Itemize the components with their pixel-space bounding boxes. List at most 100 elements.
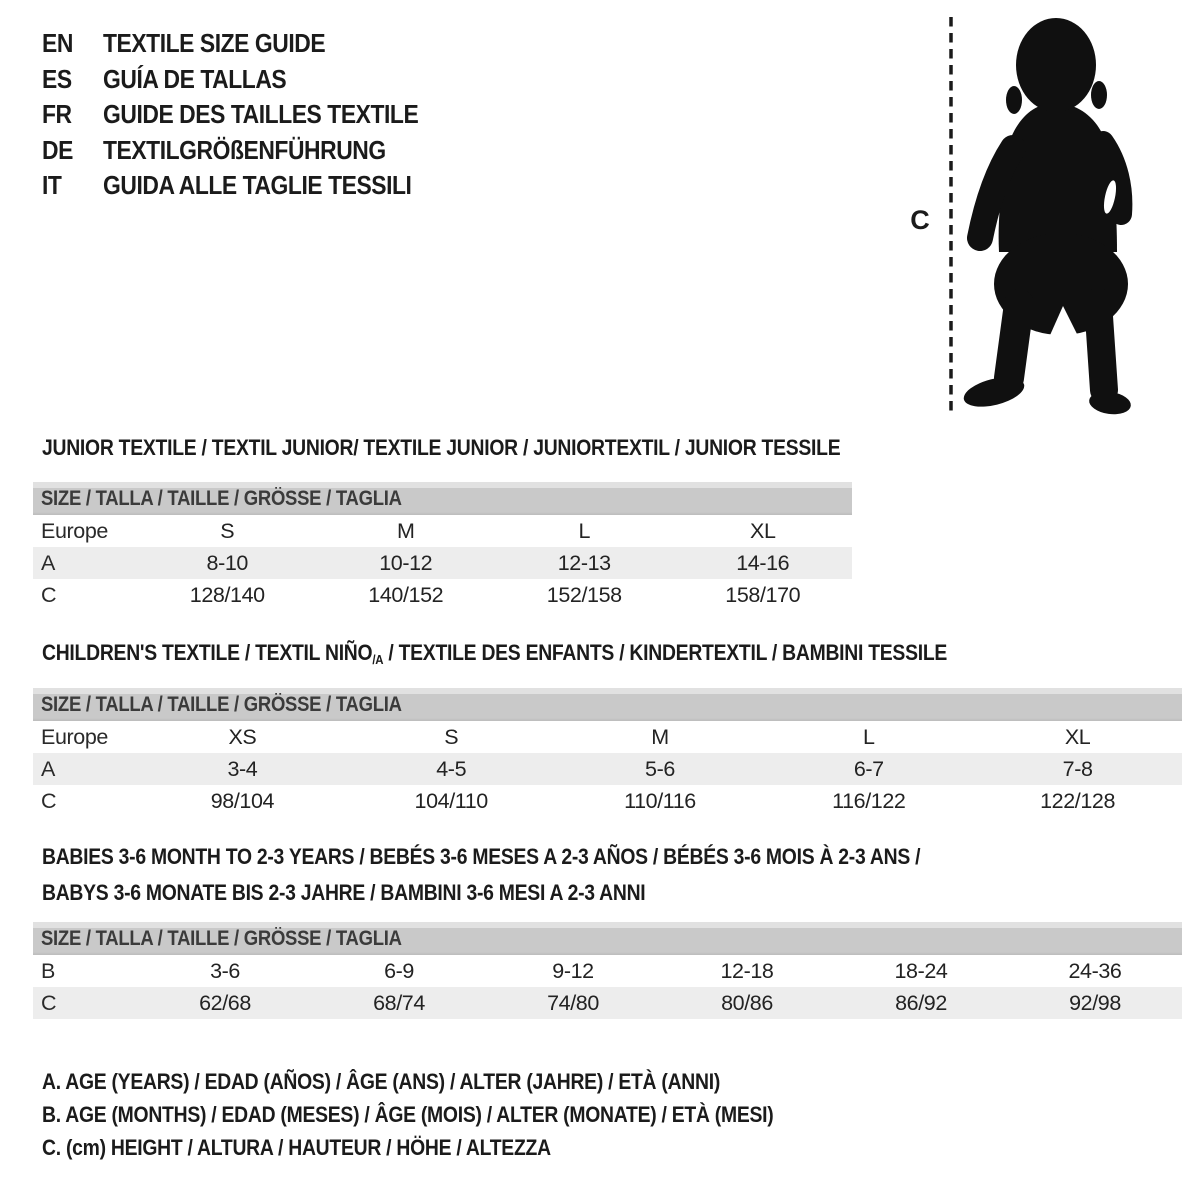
size-cell: XL bbox=[973, 721, 1182, 753]
language-code-text: FR bbox=[42, 99, 72, 130]
row-label: B bbox=[33, 955, 138, 987]
language-title-text: GUIDA ALLE TAGLIE TESSILI bbox=[103, 170, 412, 201]
size-cell: 128/140 bbox=[138, 579, 317, 611]
size-cell: 5-6 bbox=[555, 753, 765, 785]
size-header-text: SIZE / TALLA / TAILLE / GRÖSSE / TAGLIA bbox=[41, 486, 402, 510]
language-code: DE bbox=[42, 135, 103, 166]
size-header-band: SIZE / TALLA / TAILLE / GRÖSSE / TAGLIA bbox=[33, 922, 1182, 955]
size-cell: 8-10 bbox=[138, 547, 317, 579]
row-label: C bbox=[33, 987, 138, 1019]
size-header-band: SIZE / TALLA / TAILLE / GRÖSSE / TAGLIA bbox=[33, 688, 1182, 721]
language-code-text: IT bbox=[42, 170, 62, 201]
language-code-text: EN bbox=[42, 28, 73, 59]
junior-section-title: JUNIOR TEXTILE / TEXTIL JUNIOR/ TEXTILE … bbox=[42, 436, 949, 460]
language-title-text: TEXTILGRÖßENFÜHRUNG bbox=[103, 134, 386, 165]
size-header-text: SIZE / TALLA / TAILLE / GRÖSSE / TAGLIA bbox=[41, 926, 402, 950]
language-guide: EN TEXTILE SIZE GUIDE ES GUÍA DE TALLAS … bbox=[42, 26, 461, 204]
size-cell: XL bbox=[673, 515, 852, 547]
language-code: ES bbox=[42, 64, 103, 95]
table-row-height-cm: C 98/104 104/110 110/116 116/122 122/128 bbox=[33, 785, 1182, 817]
language-title-text: GUIDE DES TAILLES TEXTILE bbox=[103, 99, 419, 130]
size-cell: 3-4 bbox=[138, 753, 347, 785]
babies-section-title-line2: BABYS 3-6 MONATE BIS 2-3 JAHRE / BAMBINI… bbox=[42, 881, 728, 905]
size-cell: 152/158 bbox=[495, 579, 674, 611]
legend-line-a: A. AGE (YEARS) / EDAD (AÑOS) / ÂGE (ANS)… bbox=[42, 1069, 873, 1102]
language-title: GUIDE DES TAILLES TEXTILE bbox=[103, 99, 461, 130]
size-cell: 14-16 bbox=[673, 547, 852, 579]
size-cell: S bbox=[346, 721, 556, 753]
size-cell: 12-13 bbox=[495, 547, 674, 579]
language-row-en: EN TEXTILE SIZE GUIDE bbox=[42, 26, 461, 62]
size-cell: 74/80 bbox=[486, 987, 660, 1019]
legend-line-b: B. AGE (MONTHS) / EDAD (MESES) / ÂGE (MO… bbox=[42, 1102, 873, 1135]
language-code-text: ES bbox=[42, 63, 72, 94]
children-title-suffix: / TEXTILE DES ENFANTS / KINDERTEXTIL / B… bbox=[383, 640, 948, 665]
row-label: A bbox=[33, 753, 138, 785]
children-title-prefix: CHILDREN'S TEXTILE / TEXTIL NIÑO bbox=[42, 640, 373, 665]
row-label: A bbox=[33, 547, 138, 579]
language-row-de: DE TEXTILGRÖßENFÜHRUNG bbox=[42, 133, 461, 169]
size-cell: XS bbox=[138, 721, 347, 753]
legend-line-c-text: C. (cm) HEIGHT / ALTURA / HAUTEUR / HÖHE… bbox=[42, 1135, 551, 1160]
language-title-text: TEXTILE SIZE GUIDE bbox=[103, 28, 326, 59]
size-header-text: SIZE / TALLA / TAILLE / GRÖSSE / TAGLIA bbox=[41, 692, 402, 716]
legend-line-a-text: A. AGE (YEARS) / EDAD (AÑOS) / ÂGE (ANS)… bbox=[42, 1069, 721, 1094]
size-cell: 6-9 bbox=[312, 955, 486, 987]
legend-line-c: C. (cm) HEIGHT / ALTURA / HAUTEUR / HÖHE… bbox=[42, 1135, 873, 1168]
language-row-fr: FR GUIDE DES TAILLES TEXTILE bbox=[42, 97, 461, 133]
size-cell: 9-12 bbox=[486, 955, 660, 987]
size-cell: 92/98 bbox=[1008, 987, 1182, 1019]
size-cell: 158/170 bbox=[673, 579, 852, 611]
language-title: GUÍA DE TALLAS bbox=[103, 64, 311, 95]
size-cell: 104/110 bbox=[346, 785, 556, 817]
row-label: Europe bbox=[33, 721, 138, 753]
size-cell: M bbox=[555, 721, 765, 753]
size-cell: S bbox=[138, 515, 317, 547]
row-label: C bbox=[33, 785, 138, 817]
language-code: FR bbox=[42, 99, 103, 130]
size-figure bbox=[949, 17, 1133, 416]
table-row-height-cm: C 62/68 68/74 74/80 80/86 86/92 92/98 bbox=[33, 987, 1182, 1019]
size-cell: 6-7 bbox=[764, 753, 974, 785]
language-code-text: DE bbox=[42, 134, 73, 165]
table-row-age-years: A 8-10 10-12 12-13 14-16 bbox=[33, 547, 852, 579]
row-label: C bbox=[33, 579, 138, 611]
size-cell: 68/74 bbox=[312, 987, 486, 1019]
language-row-es: ES GUÍA DE TALLAS bbox=[42, 62, 461, 98]
junior-size-table: SIZE / TALLA / TAILLE / GRÖSSE / TAGLIA … bbox=[33, 482, 852, 611]
size-cell: M bbox=[316, 515, 495, 547]
size-cell: 86/92 bbox=[834, 987, 1008, 1019]
size-cell: L bbox=[495, 515, 674, 547]
children-size-table: SIZE / TALLA / TAILLE / GRÖSSE / TAGLIA … bbox=[33, 688, 1182, 817]
size-cell: 98/104 bbox=[138, 785, 347, 817]
size-cell: 140/152 bbox=[316, 579, 495, 611]
language-title: TEXTILE SIZE GUIDE bbox=[103, 28, 355, 59]
size-cell: 7-8 bbox=[973, 753, 1182, 785]
size-cell: 24-36 bbox=[1008, 955, 1182, 987]
language-title: TEXTILGRÖßENFÜHRUNG bbox=[103, 135, 424, 166]
table-row-europe: Europe S M L XL bbox=[33, 515, 852, 547]
language-code: IT bbox=[42, 170, 103, 201]
size-cell: 4-5 bbox=[346, 753, 556, 785]
size-cell: 12-18 bbox=[660, 955, 834, 987]
babies-title-line2-text: BABYS 3-6 MONATE BIS 2-3 JAHRE / BAMBINI… bbox=[42, 880, 646, 905]
size-header-band: SIZE / TALLA / TAILLE / GRÖSSE / TAGLIA bbox=[33, 482, 852, 515]
row-label: Europe bbox=[33, 515, 138, 547]
height-measure-label: C bbox=[910, 205, 930, 235]
children-section-title: CHILDREN'S TEXTILE / TEXTIL NIÑO/A / TEX… bbox=[42, 641, 1070, 668]
size-cell: 10-12 bbox=[316, 547, 495, 579]
children-section-title-text: CHILDREN'S TEXTILE / TEXTIL NIÑO/A / TEX… bbox=[42, 641, 947, 668]
table-row-europe: Europe XS S M L XL bbox=[33, 721, 1182, 753]
table-row-age-months: B 3-6 6-9 9-12 12-18 18-24 24-36 bbox=[33, 955, 1182, 987]
size-cell: 116/122 bbox=[764, 785, 974, 817]
size-cell: 110/116 bbox=[555, 785, 765, 817]
size-cell: L bbox=[764, 721, 974, 753]
legend-line-b-text: B. AGE (MONTHS) / EDAD (MESES) / ÂGE (MO… bbox=[42, 1102, 774, 1127]
language-title-text: GUÍA DE TALLAS bbox=[103, 63, 287, 94]
babies-size-table: SIZE / TALLA / TAILLE / GRÖSSE / TAGLIA … bbox=[33, 922, 1182, 1019]
table-row-age-years: A 3-4 4-5 5-6 6-7 7-8 bbox=[33, 753, 1182, 785]
children-title-subscript: /A bbox=[372, 652, 384, 667]
baby-silhouette-icon bbox=[963, 18, 1133, 415]
size-cell: 62/68 bbox=[138, 987, 312, 1019]
